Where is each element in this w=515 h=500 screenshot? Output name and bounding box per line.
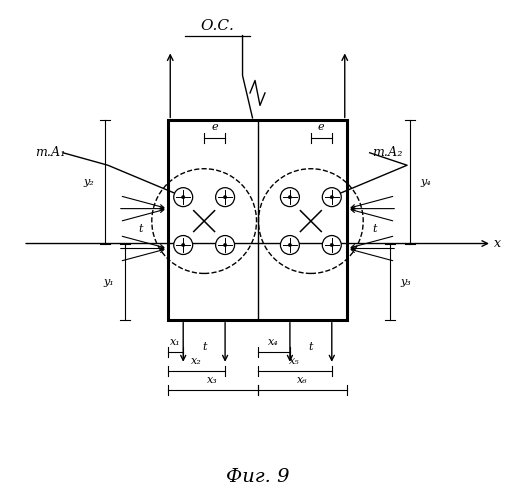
Text: y₄: y₄ bbox=[421, 177, 431, 187]
Circle shape bbox=[281, 236, 299, 255]
Text: t: t bbox=[308, 342, 313, 352]
Bar bbox=[168, 120, 347, 320]
Text: x₄: x₄ bbox=[268, 336, 279, 346]
Text: т.А₁: т.А₁ bbox=[36, 146, 66, 160]
Text: y₁: y₁ bbox=[104, 276, 114, 286]
Text: y₂: y₂ bbox=[84, 177, 94, 187]
Circle shape bbox=[174, 188, 193, 206]
Text: т.А₂: т.А₂ bbox=[372, 146, 403, 160]
Text: t: t bbox=[138, 224, 143, 234]
Text: О.С.: О.С. bbox=[201, 19, 234, 33]
Circle shape bbox=[322, 236, 341, 255]
Circle shape bbox=[322, 188, 341, 206]
Circle shape bbox=[216, 236, 234, 255]
Text: x₃: x₃ bbox=[207, 374, 218, 384]
Text: Фиг. 9: Фиг. 9 bbox=[226, 468, 289, 486]
Circle shape bbox=[288, 196, 291, 199]
Text: x₅: x₅ bbox=[289, 356, 300, 366]
Text: e: e bbox=[318, 122, 324, 132]
Text: x: x bbox=[494, 237, 501, 250]
Text: t: t bbox=[372, 224, 377, 234]
Text: t: t bbox=[202, 342, 207, 352]
Circle shape bbox=[181, 196, 185, 199]
Text: x₂: x₂ bbox=[191, 356, 202, 366]
Circle shape bbox=[224, 196, 227, 199]
Text: x₁: x₁ bbox=[170, 336, 181, 346]
Circle shape bbox=[181, 244, 185, 246]
Circle shape bbox=[216, 188, 234, 206]
Circle shape bbox=[330, 196, 334, 199]
Circle shape bbox=[174, 236, 193, 255]
Text: x₆: x₆ bbox=[297, 374, 308, 384]
Circle shape bbox=[224, 244, 227, 246]
Circle shape bbox=[330, 244, 334, 246]
Text: y₃: y₃ bbox=[401, 276, 411, 286]
Circle shape bbox=[288, 244, 291, 246]
Text: e: e bbox=[211, 122, 218, 132]
Circle shape bbox=[281, 188, 299, 206]
